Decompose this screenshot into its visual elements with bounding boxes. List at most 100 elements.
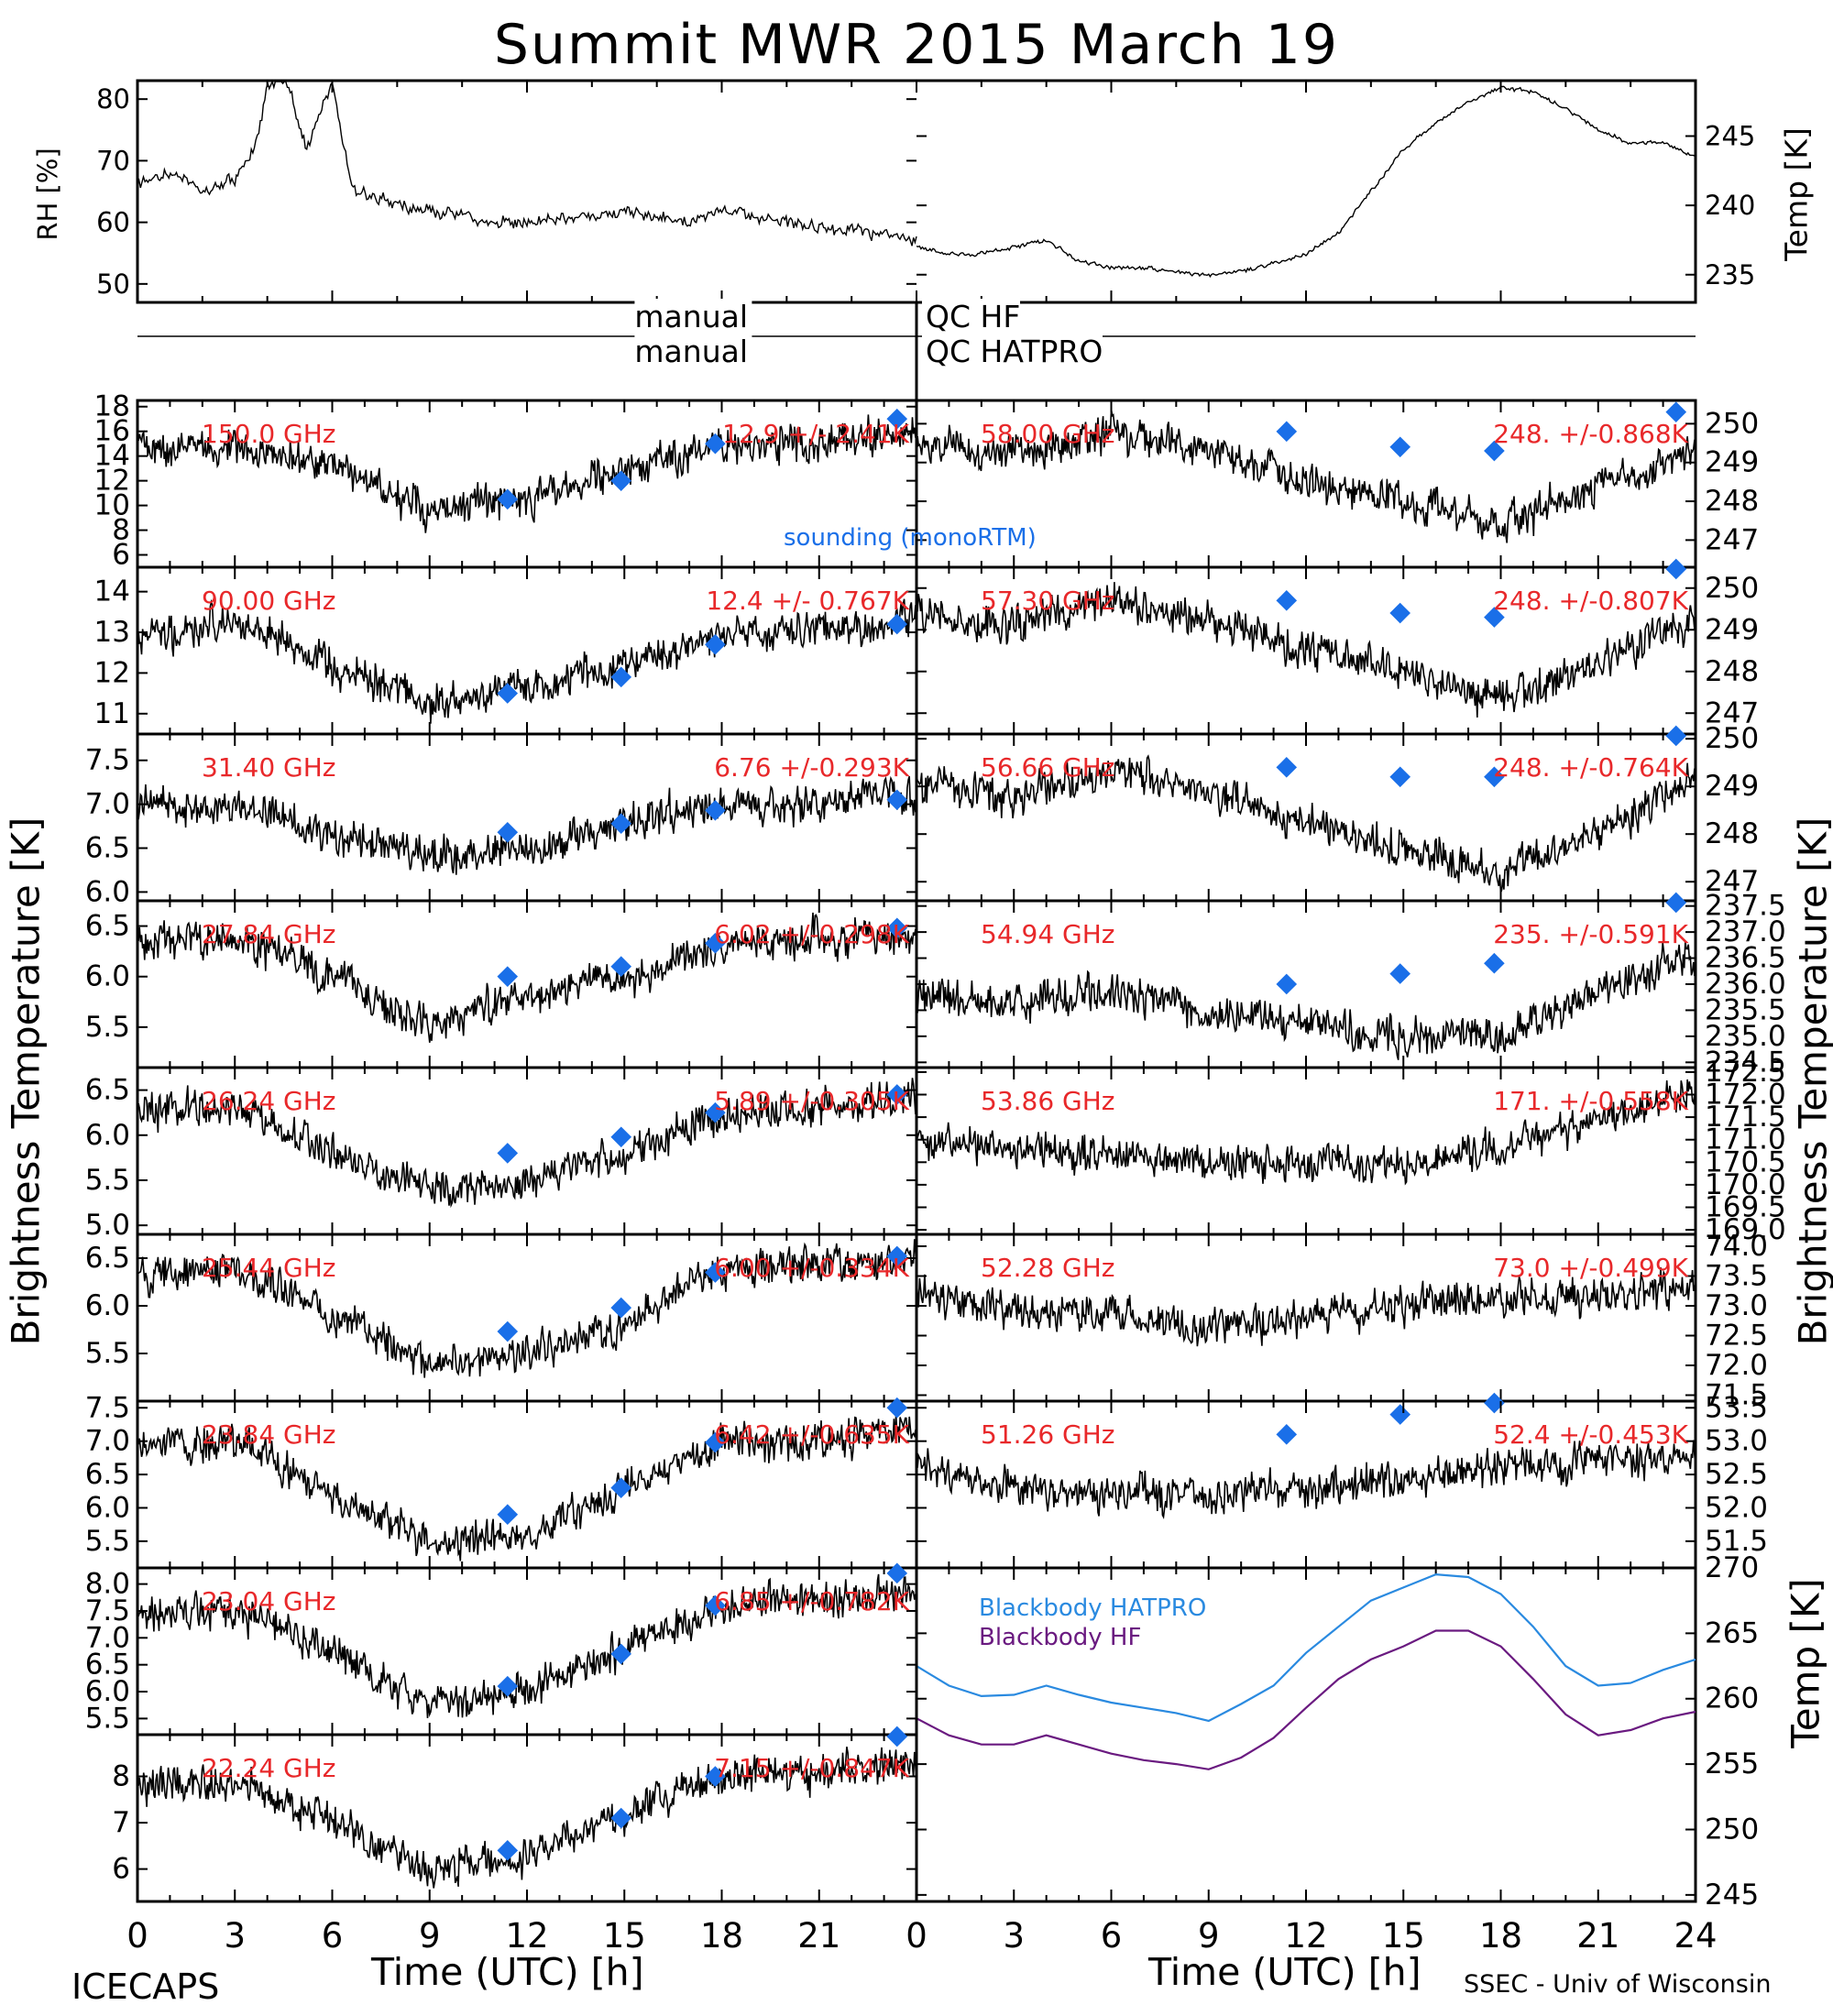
x-tick-label: 21	[1576, 1916, 1619, 1956]
y-tick-label: 169.0	[1705, 1213, 1786, 1246]
rh-trace	[137, 79, 917, 247]
y-tick-label: 5.0	[85, 1209, 130, 1242]
y-tick-label: 51.5	[1705, 1525, 1768, 1558]
sounding-point	[610, 813, 632, 835]
sounding-point	[1276, 1424, 1298, 1445]
frequency-label: 52.28 GHz	[981, 1253, 1115, 1283]
brightness-trace	[137, 1415, 917, 1561]
x-tick-label: 3	[224, 1916, 246, 1956]
y-tick-label: 235.0	[1705, 1020, 1786, 1053]
frequency-label: 23.04 GHz	[202, 1586, 336, 1616]
y-tick-label: 247	[1705, 696, 1759, 729]
frequency-label: 23.84 GHz	[202, 1419, 336, 1450]
sounding-point	[497, 821, 519, 843]
y-tick-label: 6.0	[85, 875, 130, 908]
y-tick-label: 12	[94, 656, 130, 689]
sounding-point	[497, 966, 519, 987]
y-tick-label: 13	[94, 616, 130, 649]
y-tick-label: 6.0	[85, 960, 130, 993]
brightness-trace	[137, 1239, 917, 1378]
sounding-point	[705, 634, 726, 655]
x-tick-label: 18	[700, 1916, 743, 1956]
sounding-point	[1665, 725, 1687, 747]
y-tick-label: 6.5	[85, 1458, 130, 1491]
legend-blackbody-hf: Blackbody HF	[979, 1624, 1142, 1651]
y-tick-label: 7.5	[85, 1594, 130, 1627]
frequency-label: 150.0 GHz	[202, 419, 336, 449]
sounding-point	[886, 1084, 908, 1105]
y-tick-label: 249	[1705, 613, 1759, 646]
stat-label: 6.00 +/-0.334K	[714, 1253, 909, 1283]
brightness-trace	[137, 1573, 917, 1719]
sounding-point	[1389, 1404, 1411, 1425]
frequency-label: 27.84 GHz	[202, 919, 336, 949]
sounding-point	[886, 1397, 908, 1419]
y-axis-label-right: Brightness Temperature [K]	[1790, 816, 1833, 1346]
y-tick-label: 53.5	[1705, 1391, 1768, 1424]
y-tick-label: 6.5	[85, 1649, 130, 1682]
y-tick-label: 250	[1705, 572, 1759, 605]
y-tick-label: 10	[94, 489, 130, 522]
y-tick-label: 7.0	[85, 788, 130, 821]
y-tick-label: 6.5	[85, 910, 130, 943]
x-tick-label: 21	[797, 1916, 840, 1956]
frequency-label: 57.30 GHz	[981, 586, 1115, 616]
blackbody-y-tick-label: 260	[1705, 1682, 1759, 1715]
sounding-point	[1276, 421, 1298, 443]
y-tick-label: 16	[94, 415, 130, 448]
sounding-point	[705, 800, 726, 821]
frequency-label: 31.40 GHz	[202, 752, 336, 783]
y-tick-label: 6.5	[85, 1074, 130, 1107]
y-tick-label: 172.5	[1705, 1056, 1786, 1089]
blackbody-y-tick-label: 265	[1705, 1616, 1759, 1649]
brightness-trace	[916, 1440, 1696, 1520]
sounding-point	[1389, 963, 1411, 984]
y-tick-label: 5.5	[85, 1164, 130, 1197]
rh-y-label: RH [%]	[32, 148, 63, 241]
y-tick-label: 18	[94, 390, 130, 423]
stat-label: 248. +/-0.868K	[1493, 419, 1688, 449]
y-tick-label: 6	[112, 1853, 130, 1886]
frequency-label: 90.00 GHz	[202, 586, 336, 616]
sounding-point	[610, 956, 632, 978]
y-tick-label: 73.5	[1705, 1260, 1768, 1293]
y-tick-label: 250	[1705, 407, 1759, 440]
sounding-point	[1484, 440, 1505, 462]
y-tick-label: 5.5	[85, 1011, 130, 1044]
sounding-point	[1484, 952, 1505, 974]
blackbody-series	[916, 1629, 1696, 1770]
temp-y-tick-label: 240	[1705, 190, 1755, 221]
sounding-point	[497, 1320, 519, 1342]
sounding-point	[705, 1262, 726, 1283]
y-tick-label: 8.0	[85, 1568, 130, 1601]
sounding-point	[610, 1643, 631, 1665]
brightness-trace	[137, 775, 917, 875]
y-axis-label-left: Brightness Temperature [K]	[3, 816, 49, 1346]
y-tick-label: 234.5	[1705, 1046, 1786, 1079]
brightness-trace	[916, 940, 1696, 1060]
sounding-point	[705, 1101, 726, 1123]
qc-hatpro-prefix: manual	[634, 334, 752, 369]
y-tick-label: 171.5	[1705, 1101, 1786, 1134]
y-tick-label: 247	[1705, 865, 1759, 898]
stat-label: 5.89 +/-0.305K	[714, 1086, 909, 1116]
y-tick-label: 170.5	[1705, 1145, 1786, 1178]
x-tick-label: 12	[505, 1916, 548, 1956]
y-tick-label: 249	[1705, 446, 1759, 479]
sounding-point	[497, 1840, 519, 1861]
y-tick-label: 247	[1705, 523, 1759, 556]
stat-label: 6.42 +/-0.635K	[714, 1419, 909, 1450]
blackbody-series	[916, 1572, 1696, 1723]
y-tick-label: 72.5	[1705, 1320, 1768, 1353]
stat-label: 248. +/-0.764K	[1493, 752, 1688, 783]
brightness-trace	[916, 1266, 1696, 1347]
sounding-point	[610, 1477, 631, 1498]
rh-y-tick-label: 50	[96, 268, 130, 300]
y-tick-label: 237.0	[1705, 915, 1786, 948]
x-axis-label-right: Time (UTC) [h]	[1148, 1950, 1421, 1994]
y-tick-label: 14	[94, 575, 130, 608]
sounding-point	[1484, 607, 1505, 628]
sounding-point	[1276, 757, 1298, 778]
y-tick-label: 52.5	[1705, 1458, 1768, 1491]
y-tick-label: 5.5	[85, 1337, 130, 1370]
